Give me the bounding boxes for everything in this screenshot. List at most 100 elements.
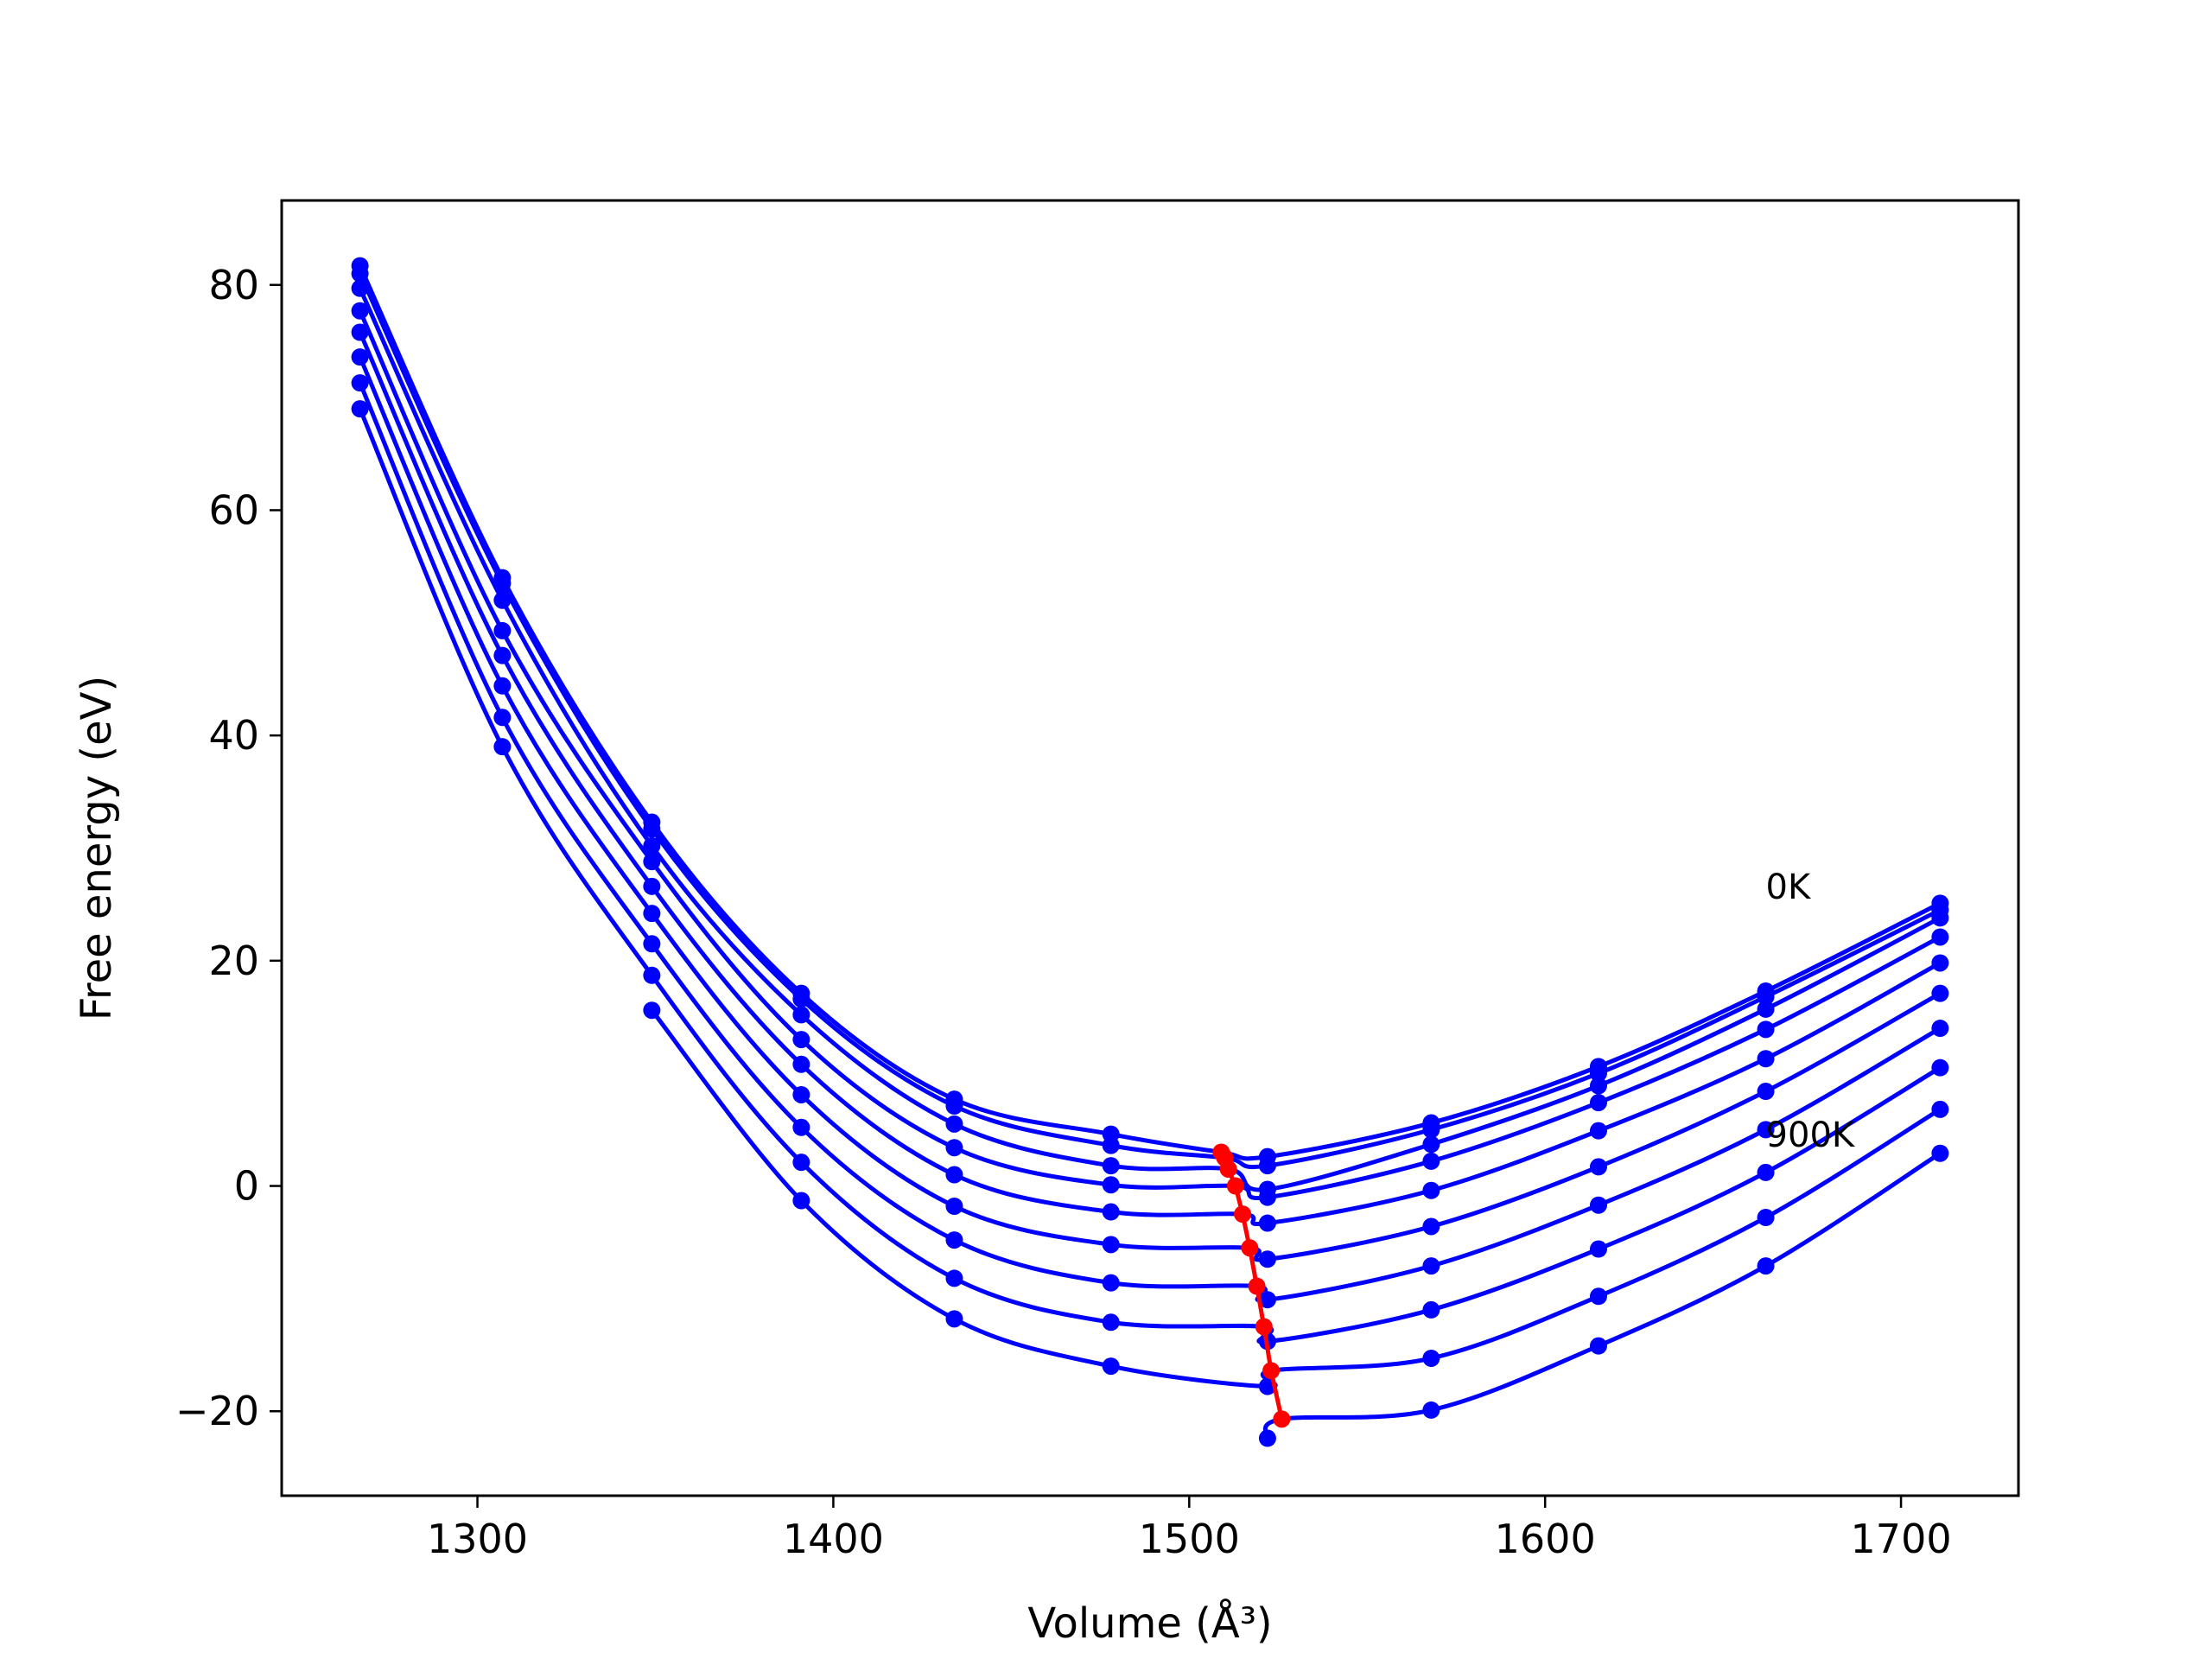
data-point [351, 323, 369, 341]
data-point [1931, 1058, 1949, 1077]
data-point [643, 853, 661, 871]
plot-area [351, 257, 1949, 1447]
data-point [1422, 1401, 1440, 1419]
y-tick-label: 80 [208, 262, 259, 308]
annotation-1: 900K [1766, 1116, 1856, 1155]
data-point [1931, 1100, 1949, 1118]
data-point [792, 1154, 810, 1172]
series-curve [1262, 1151, 1942, 1440]
data-point [1931, 1020, 1949, 1038]
data-point [1589, 1094, 1607, 1112]
data-point [792, 1031, 810, 1049]
data-point [1102, 1157, 1120, 1175]
data-point [945, 1096, 963, 1115]
min-point [1241, 1239, 1259, 1257]
data-point [643, 905, 661, 923]
data-point [1757, 1257, 1775, 1275]
min-point [1248, 1277, 1266, 1295]
x-axis: 1300 1400 1500 1600 1700 [427, 1496, 1952, 1562]
data-point [1931, 1144, 1949, 1162]
data-point [643, 820, 661, 838]
min-point [1219, 1160, 1237, 1178]
data-point [1757, 1083, 1775, 1101]
data-point [1102, 1357, 1120, 1376]
data-point [1258, 1429, 1276, 1447]
data-point [1422, 1349, 1440, 1367]
x-tick-label: 1500 [1139, 1516, 1240, 1562]
x-axis-label: Volume (Å³) [1027, 1599, 1272, 1648]
data-point [1102, 1136, 1120, 1154]
series-3 [351, 302, 1949, 1206]
data-point [1757, 1000, 1775, 1018]
data-point [1258, 1188, 1276, 1206]
data-point [945, 1198, 963, 1216]
data-point [351, 264, 369, 283]
data-point [493, 646, 512, 664]
y-axis: −20 0 20 40 60 80 [175, 262, 282, 1434]
data-point [351, 400, 369, 418]
data-point [1589, 1077, 1607, 1095]
data-point [643, 935, 661, 953]
data-point [1258, 1291, 1276, 1309]
data-point [1931, 954, 1949, 972]
data-point [1102, 1313, 1120, 1332]
data-point [945, 1231, 963, 1249]
y-tick-label: −20 [175, 1388, 259, 1434]
min-point [1255, 1318, 1273, 1336]
y-tick-label: 60 [208, 486, 259, 533]
data-point [493, 591, 512, 609]
x-tick-label: 1700 [1851, 1516, 1952, 1562]
data-point [643, 836, 661, 855]
data-point [1757, 1020, 1775, 1039]
x-tick-label: 1300 [427, 1516, 528, 1562]
data-point [1102, 1203, 1120, 1221]
data-point [493, 677, 512, 695]
data-point [493, 709, 512, 727]
y-axis-label: Free energy (eV) [73, 676, 121, 1020]
data-point [1757, 988, 1775, 1006]
data-point [1102, 1236, 1120, 1254]
series-7 [351, 400, 1949, 1351]
data-point [351, 302, 369, 320]
data-point [1422, 1135, 1440, 1154]
data-point [643, 966, 661, 984]
data-point [945, 1310, 963, 1328]
minimum-line [1212, 1143, 1291, 1428]
annotations: 0K 900K [1766, 868, 1856, 1155]
data-point [1757, 1121, 1775, 1139]
y-tick-label: 0 [234, 1163, 259, 1210]
data-point [1931, 984, 1949, 1002]
data-point [1422, 1181, 1440, 1199]
data-point [1422, 1152, 1440, 1170]
data-point [1931, 909, 1949, 927]
min-point [1234, 1205, 1252, 1224]
data-point [792, 990, 810, 1008]
min-point [1226, 1177, 1244, 1195]
series-2 [351, 279, 1949, 1198]
data-point [792, 1085, 810, 1103]
data-point [1422, 1257, 1440, 1275]
data-point [1258, 1214, 1276, 1232]
data-point [493, 738, 512, 756]
series-6 [351, 374, 1949, 1309]
axes-frame [280, 199, 2020, 1497]
min-point [1262, 1362, 1281, 1380]
data-point [945, 1139, 963, 1157]
x-tick-label: 1600 [1495, 1516, 1596, 1562]
data-point [1102, 1176, 1120, 1194]
data-point [1589, 1196, 1607, 1214]
data-point [1258, 1250, 1276, 1268]
data-point [945, 1166, 963, 1184]
data-point [792, 1006, 810, 1024]
data-point [493, 621, 512, 639]
data-point [945, 1115, 963, 1133]
data-point [1589, 1240, 1607, 1258]
y-tick-label: 40 [208, 712, 259, 759]
min-point [1273, 1410, 1291, 1428]
data-point [1757, 1209, 1775, 1227]
series-9 [1258, 1144, 1949, 1447]
data-point [1589, 1158, 1607, 1176]
x-tick-label: 1400 [783, 1516, 884, 1562]
